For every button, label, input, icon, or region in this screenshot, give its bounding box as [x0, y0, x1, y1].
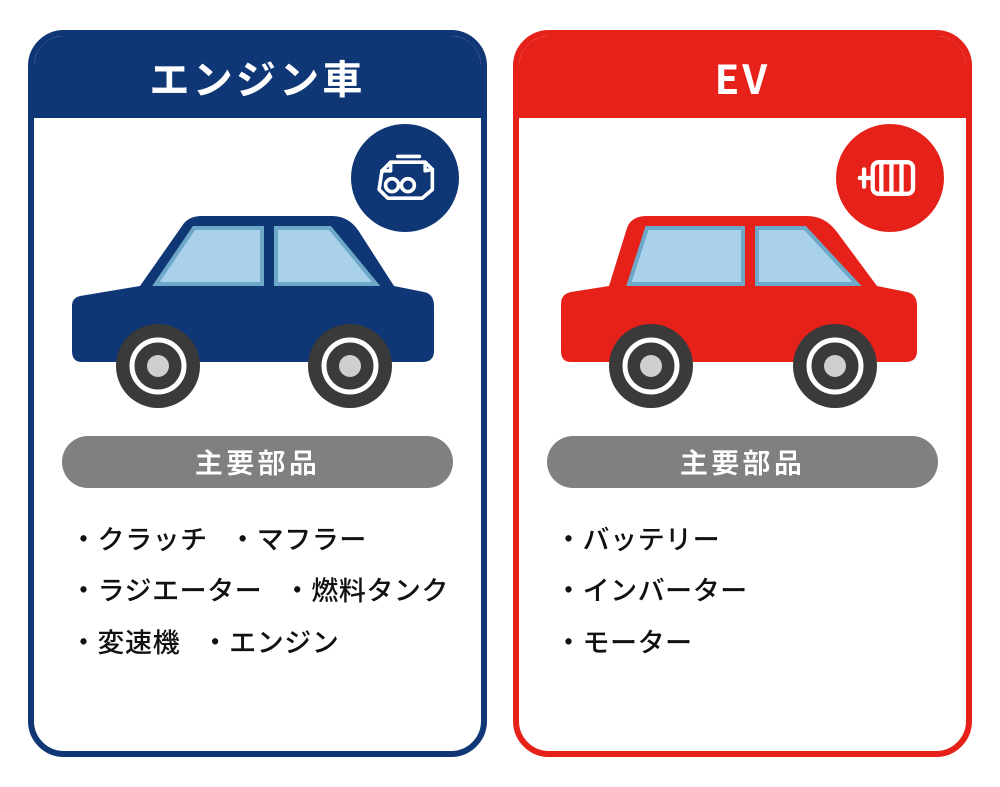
part-item: ・クラッチ — [70, 518, 208, 557]
ev-car-illustration-zone — [519, 118, 966, 408]
parts-row: ・インバーター — [555, 563, 950, 614]
engine-card-title: エンジン車 — [34, 36, 481, 118]
engine-car-card: エンジン車 — [28, 30, 487, 757]
parts-row: ・バッテリー — [555, 512, 950, 563]
ev-card-title: EV — [519, 36, 966, 118]
engine-car-icon — [62, 186, 442, 416]
parts-row: ・モーター — [555, 615, 950, 666]
part-item: ・バッテリー — [555, 518, 720, 557]
part-item: ・インバーター — [555, 569, 748, 608]
part-item: ・エンジン — [202, 621, 340, 660]
part-item: ・モーター — [555, 621, 693, 660]
comparison-stage: エンジン車 — [0, 0, 1000, 787]
part-item: ・変速機 — [70, 621, 180, 660]
engine-parts-heading: 主要部品 — [62, 436, 453, 488]
part-item: ・マフラー — [229, 518, 367, 557]
parts-row: ・変速機 ・エンジン — [70, 615, 465, 666]
parts-row: ・ラジエーター ・燃料タンク — [70, 563, 465, 614]
part-item: ・燃料タンク — [284, 569, 449, 608]
engine-car-illustration-zone — [34, 118, 481, 408]
ev-car-card: EV — [513, 30, 972, 757]
ev-car-icon — [547, 186, 927, 416]
ev-parts-heading: 主要部品 — [547, 436, 938, 488]
ev-parts-list: ・バッテリー ・インバーター ・モーター — [519, 494, 966, 666]
engine-parts-list: ・クラッチ ・マフラー ・ラジエーター ・燃料タンク ・変速機 ・エンジン — [34, 494, 481, 666]
parts-row: ・クラッチ ・マフラー — [70, 512, 465, 563]
part-item: ・ラジエーター — [70, 569, 262, 608]
